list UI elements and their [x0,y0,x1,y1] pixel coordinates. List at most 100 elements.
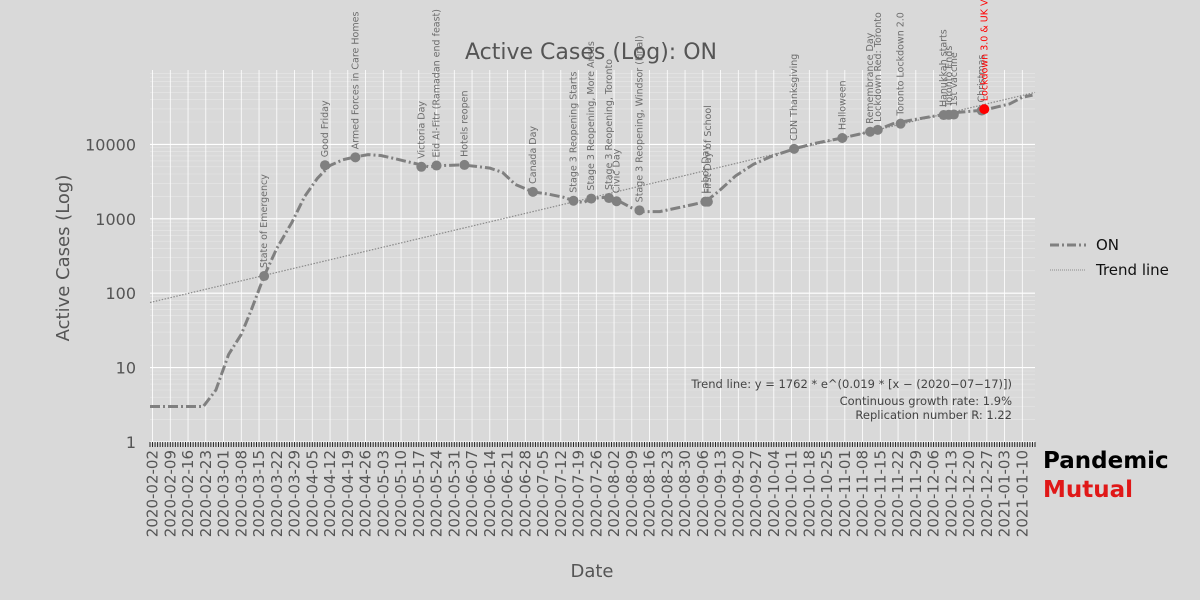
x-tick-label: 2021-01-10 [1013,450,1031,537]
y-axis-label: Active Cases (Log) [53,175,74,342]
x-tick-label: 2020-05-03 [374,450,392,537]
x-tick-label: 2020-08-30 [676,450,694,537]
legend-label-on: ON [1096,235,1120,254]
x-tick-label: 2020-11-08 [854,450,872,537]
x-tick-label: 2020-04-19 [339,450,357,537]
event-label: 1st Vaccine [949,52,960,106]
x-tick-label: 2020-11-22 [889,450,907,537]
y-tick-label: 10000 [85,135,136,154]
event-marker [319,160,330,171]
x-tick-label: 2020-10-04 [765,450,783,537]
event-label: CDN Thanksgiving [789,54,800,141]
x-tick-label: 2020-06-28 [516,450,534,537]
x-tick-label: 2020-04-26 [357,450,375,537]
x-tick-label: 2020-08-02 [605,450,623,537]
event-label: Labor Day [700,145,711,194]
event-label: Armed Forces in Care Homes [350,12,361,150]
event-marker [586,193,597,204]
x-tick-label: 2020-04-05 [303,450,321,537]
event-label: Remembrance Day [865,32,876,123]
brand-line-2: Mutual [1043,477,1134,503]
event-marker [634,205,645,216]
x-tick-label: 2020-12-27 [978,450,996,537]
x-tick-label: 2020-06-21 [499,450,517,537]
event-label: First Day of School [703,105,714,194]
event-marker [789,143,800,154]
legend-swatch-dash-dot [1050,243,1086,246]
event-marker [948,109,959,120]
x-tick-label: 2020-09-20 [729,450,747,537]
x-tick-label: 2020-02-23 [197,450,215,537]
event-label: Halloween [837,80,848,130]
event-label: State of Emergency [259,174,270,268]
legend-label-trend: Trend line [1096,260,1169,279]
x-tick-label: 2020-11-15 [871,450,889,537]
x-tick-label: 2020-07-26 [587,450,605,537]
x-tick-label: 2020-07-12 [552,450,570,537]
event-label: Christmas [977,55,988,103]
brand-line-1: Pandemic [1043,448,1169,474]
x-tick-label: 2020-12-20 [960,450,978,537]
event-marker [837,132,848,143]
x-tick-label: 2020-07-05 [534,450,552,537]
event-label: Civic Day [612,148,623,193]
event-label: Hotels reopen [459,91,470,157]
x-tick-marks [149,442,1036,447]
y-tick-label: 1 [126,433,136,452]
event-marker [459,159,470,170]
x-tick-label: 2020-04-12 [321,450,339,537]
event-marker [872,124,883,135]
event-marker [568,195,579,206]
event-marker [895,118,906,129]
x-tick-label: 2020-03-01 [215,450,233,537]
event-marker [259,271,270,282]
event-label: Stage 3 Reopening, More Areas [586,41,597,190]
y-tick-label: 10 [116,359,136,378]
event-label: Toronto Lockdown 2.0 [896,12,907,117]
x-tick-label: 2020-11-29 [907,450,925,537]
x-tick-label: 2020-09-06 [694,450,712,537]
x-tick-label: 2020-03-08 [232,450,250,537]
x-tick-label: 2020-02-09 [161,450,179,537]
x-tick-label: 2020-05-31 [445,450,463,537]
x-tick-label: 2020-12-06 [925,450,943,537]
event-marker [979,104,990,115]
replication-annotation: Replication number R: 1.22 [855,408,1012,422]
x-axis-label: Date [570,561,613,582]
x-tick-label: 2020-07-19 [570,450,588,537]
event-marker [603,193,614,204]
x-tick-label: 2021-01-03 [996,450,1014,537]
y-tick-label: 1000 [95,210,136,229]
x-tick-label: 2020-09-27 [747,450,765,537]
event-markers: State of Emergency Good Friday Armed Force… [259,0,990,282]
event-marker [416,161,427,172]
x-tick-label: 2020-10-11 [783,450,801,537]
legend-item-trend: Trend line [1050,257,1169,282]
event-label: Lockdown Red: Toronto [873,12,884,122]
x-tick-label: 2020-06-07 [463,450,481,537]
x-tick-label: 2020-02-16 [179,450,197,537]
event-label: Stage 3 Reopening Starts [568,72,579,193]
x-tick-label: 2020-12-13 [942,450,960,537]
event-marker [611,196,622,207]
x-tick-label: 2020-03-29 [286,450,304,537]
growth-rate-annotation: Continuous growth rate: 1.9% [840,394,1012,408]
x-tick-label: 2020-03-22 [268,450,286,537]
x-tick-label: 2020-10-18 [800,450,818,537]
legend-swatch-dotted [1050,269,1086,270]
x-tick-label: 2020-08-16 [641,450,659,537]
legend: ON Trend line [1050,232,1169,282]
x-tick-label: 2020-03-15 [250,450,268,537]
event-marker [350,152,361,163]
event-marker [865,126,876,137]
x-tick-label: 2020-05-10 [392,450,410,537]
x-tick-label: 2020-09-13 [712,450,730,537]
x-tick-label: 2020-11-01 [836,450,854,537]
x-tick-label: 2020-05-24 [428,450,446,537]
event-label: Canada Day [528,126,539,184]
event-label: Eid Al-Fitr (Ramadan end feast) [432,9,443,158]
x-tick-label: 2020-05-17 [410,450,428,537]
grid [150,70,1035,443]
